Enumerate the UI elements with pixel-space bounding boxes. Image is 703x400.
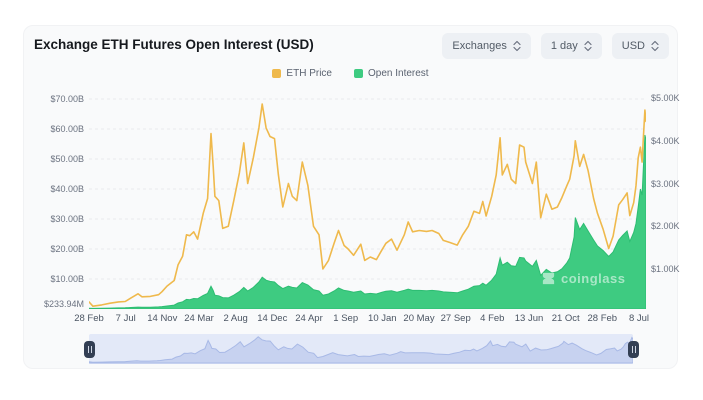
axis-tick: 24 Apr [295, 313, 323, 324]
legend-item-eth-price[interactable]: ETH Price [272, 68, 332, 79]
legend-label: Open Interest [367, 68, 429, 79]
axis-tick: 14 Nov [147, 313, 178, 324]
axis-tick: $1.00K [651, 264, 680, 274]
chart-controls: Exchanges 1 day USD [442, 33, 669, 59]
updown-chevron-icon [651, 40, 659, 52]
axis-tick: $60.00B [50, 124, 84, 134]
main-chart-svg[interactable] [89, 96, 646, 309]
updown-chevron-icon [513, 40, 521, 52]
axis-tick: $5.00K [651, 93, 680, 103]
card-header: Exchange ETH Futures Open Interest (USD)… [24, 26, 677, 66]
axis-tick: 20 May [403, 313, 435, 324]
axis-tick: 7 Jul [115, 313, 136, 324]
range-navigator[interactable] [84, 334, 639, 364]
axis-tick: 14 Dec [257, 313, 288, 324]
exchanges-dropdown-label: Exchanges [452, 40, 507, 52]
exchanges-dropdown[interactable]: Exchanges [442, 33, 531, 59]
axis-tick: $30.00B [50, 214, 84, 224]
plot-area[interactable]: coinglass [89, 96, 646, 309]
axis-tick: 28 Feb [587, 313, 618, 324]
updown-chevron-icon [584, 40, 592, 52]
navigator-right-handle[interactable] [628, 340, 639, 358]
axis-tick: $4.00K [651, 135, 680, 146]
navigator-left-handle[interactable] [84, 340, 95, 358]
axis-tick: 1 Sep [333, 313, 359, 324]
page-title: Exchange ETH Futures Open Interest (USD) [34, 37, 314, 52]
axis-tick: $70.00B [50, 94, 84, 104]
currency-dropdown-label: USD [621, 40, 645, 52]
left-axis-open-interest: $70.00B $60.00B $50.00B $40.00B $30.00B $20.0… [24, 94, 84, 309]
x-axis-dates: 28 Feb 7 Jul 14 Nov 24 Mar 2 Aug 14 Dec 24 Apr… [74, 313, 650, 327]
axis-tick: 2 Aug [223, 313, 248, 324]
axis-tick: 24 Mar [184, 313, 214, 324]
axis-tick: 28 Feb [74, 313, 104, 324]
interval-dropdown[interactable]: 1 day [540, 33, 602, 59]
axis-tick: $2.00K [651, 221, 680, 232]
open-interest-swatch-icon [353, 69, 363, 78]
legend-item-open-interest[interactable]: Open Interest [353, 68, 429, 79]
axis-tick: 10 Jan [368, 313, 397, 324]
axis-tick: $40.00B [50, 184, 84, 194]
axis-tick: $50.00B [50, 154, 84, 164]
currency-dropdown[interactable]: USD [611, 33, 669, 59]
axis-tick: 21 Oct [551, 313, 580, 324]
navigator-chart-svg[interactable] [89, 334, 633, 364]
chart-card: Exchange ETH Futures Open Interest (USD)… [23, 25, 680, 369]
interval-dropdown-label: 1 day [550, 40, 578, 52]
axis-tick: $10.00B [50, 274, 84, 284]
axis-tick: 4 Feb [480, 313, 505, 324]
axis-tick: $20.00B [50, 244, 84, 254]
axis-tick: 27 Sep [440, 313, 471, 324]
right-axis-eth-price: $5.00K $4.00K $3.00K $2.00K $1.00K [651, 93, 691, 309]
axis-tick: $3.00K [651, 178, 680, 189]
legend-label: ETH Price [286, 68, 332, 79]
axis-tick: 13 Jun [514, 313, 544, 324]
axis-tick: $233.94M [43, 299, 84, 309]
chart-legend: ETH Price Open Interest [24, 68, 677, 79]
eth-price-swatch-icon [272, 69, 282, 78]
axis-tick: 8 Jul [628, 313, 650, 324]
